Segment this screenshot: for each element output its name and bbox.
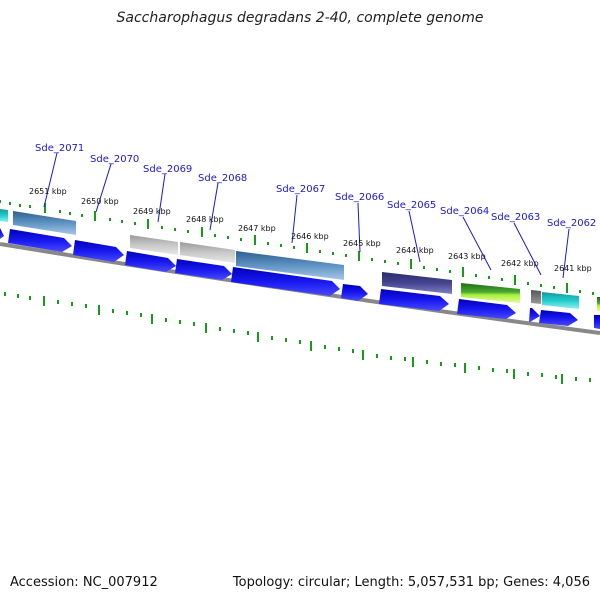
gene-label[interactable]: Sde_2071: [35, 143, 84, 154]
kbp-label: 2645 kbp: [343, 239, 381, 248]
gene-label[interactable]: Sde_2063: [491, 212, 540, 223]
gene-label[interactable]: Sde_2066: [335, 192, 384, 203]
gene-label[interactable]: Sde_2065: [387, 200, 436, 211]
feature-sde-2067: [236, 251, 344, 280]
gene-label[interactable]: Sde_2067: [276, 184, 325, 195]
cds-arrow: [457, 299, 516, 319]
kbp-label: 2648 kbp: [186, 215, 224, 224]
gene-label-group: Sde_2071 Sde_2070 Sde_2069 Sde_2068 Sde_…: [35, 143, 596, 229]
gene-label[interactable]: Sde_2069: [143, 164, 192, 175]
kbp-label: 2643 kbp: [448, 252, 486, 261]
cds-arrow: [341, 284, 368, 301]
cds-arrow: [231, 267, 340, 296]
kbp-label: 2644 kbp: [396, 246, 434, 255]
kbp-label: 2650 kbp: [81, 197, 119, 206]
feature-sde-2063-a: [531, 290, 541, 304]
cds-arrow: [594, 315, 600, 329]
cds-arrow: [529, 308, 540, 322]
gene-label[interactable]: Sde_2064: [440, 206, 489, 217]
cds-track: [0, 228, 600, 329]
kbp-label: 2642 kbp: [501, 259, 539, 268]
kbp-label: 2647 kbp: [238, 224, 276, 233]
cds-arrow: [379, 289, 449, 311]
feature-sde-2068: [180, 242, 235, 263]
feature-sde-2071: [13, 211, 76, 235]
cds-arrow: [0, 228, 4, 239]
cds-arrow: [8, 229, 72, 252]
kbp-label: 2646 kbp: [291, 232, 329, 241]
kbp-label: 2651 kbp: [29, 187, 67, 196]
accession-text: Accession: NC_007912: [10, 575, 158, 590]
cds-arrow: [539, 310, 578, 326]
map-title: Saccharophagus degradans 2-40, complete …: [116, 10, 484, 26]
cds-arrow: [125, 251, 176, 272]
kbp-label: 2641 kbp: [554, 264, 592, 273]
feature-cyan-left: [0, 209, 8, 222]
feature-sde-2064: [461, 283, 520, 303]
cds-arrow: [73, 240, 124, 262]
feature-sde-2062: [597, 297, 600, 311]
gene-label[interactable]: Sde_2062: [547, 218, 596, 229]
gene-label[interactable]: Sde_2068: [198, 173, 247, 184]
lower-scale-ticks: [4, 292, 591, 384]
feature-sde-2063-b: [542, 292, 579, 309]
kbp-label: 2649 kbp: [133, 207, 171, 216]
topology-text: Topology: circular; Length: 5,057,531 bp…: [232, 575, 590, 590]
gene-leader-lines: [43, 152, 570, 279]
feature-sde-2065: [382, 272, 452, 294]
cds-arrow: [175, 259, 232, 280]
feature-sde-2069: [130, 235, 178, 255]
kbp-label-group: 2651 kbp 2650 kbp 2649 kbp 2648 kbp 2647…: [29, 187, 592, 273]
gene-label[interactable]: Sde_2070: [90, 154, 139, 165]
upper-scale-ticks: [0, 200, 594, 295]
feature-track: [0, 209, 600, 311]
